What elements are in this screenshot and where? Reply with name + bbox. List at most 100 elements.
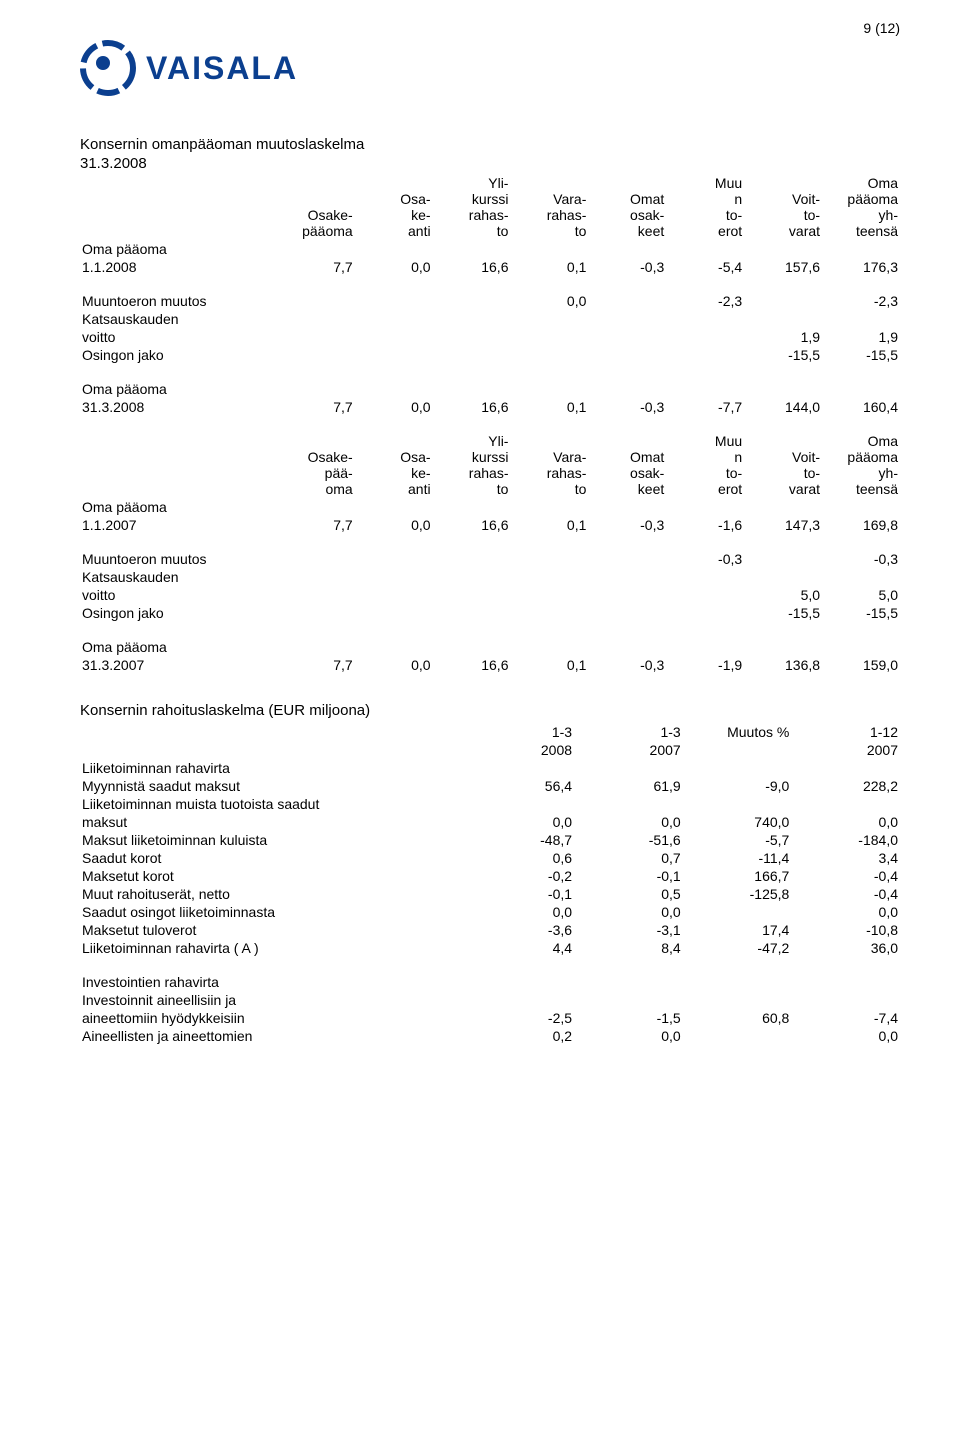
- cell: 0,6: [465, 849, 574, 867]
- row-label: aineettomiin hyödykkeisiin: [80, 1009, 465, 1027]
- cashflow-header-row: 2008 2007 2007: [80, 741, 900, 759]
- row-label: Muut rahoituserät, netto: [80, 885, 465, 903]
- col-header: [683, 741, 792, 759]
- cell: 8,4: [574, 939, 683, 957]
- cell: -48,7: [465, 831, 574, 849]
- table-row: Liiketoiminnan muista tuotoista saadut: [80, 795, 900, 813]
- col-header: Voit-to-varat: [744, 174, 822, 240]
- cell: 740,0: [683, 813, 792, 831]
- cell: 0,2: [465, 1027, 574, 1045]
- cashflow-title: Konsernin rahoituslaskelma (EUR miljoona…: [80, 702, 900, 719]
- equity-table-b: Osake-pää-oma Osa-ke-anti Yli-kurssiraha…: [80, 432, 900, 674]
- table-row: Maksetut tuloverot-3,6-3,117,4-10,8: [80, 921, 900, 939]
- equity-header-row: Osake-pää-oma Osa-ke-anti Yli-kurssiraha…: [80, 432, 900, 498]
- cell: [574, 795, 683, 813]
- table-row: Liiketoiminnan rahavirta ( A )4,48,4-47,…: [80, 939, 900, 957]
- cell: 228,2: [791, 777, 900, 795]
- table-row: aineettomiin hyödykkeisiin-2,5-1,560,8-7…: [80, 1009, 900, 1027]
- table-row: Muut rahoituserät, netto-0,10,5-125,8-0,…: [80, 885, 900, 903]
- col-header: 2007: [791, 741, 900, 759]
- cell: -0,4: [791, 867, 900, 885]
- table-row: maksut0,00,0740,00,0: [80, 813, 900, 831]
- col-header: Osa-ke-anti: [355, 174, 433, 240]
- table-row: Saadut osingot liiketoiminnasta0,00,00,0: [80, 903, 900, 921]
- equity-row: Muuntoeron muutos -0,3-0,3: [80, 550, 900, 568]
- row-label: voitto: [80, 586, 277, 604]
- row-label: Liiketoiminnan muista tuotoista saadut: [80, 795, 465, 813]
- cell: -3,1: [574, 921, 683, 939]
- cell: [683, 903, 792, 921]
- row-label: Oma pääoma: [80, 240, 277, 258]
- cell: 17,4: [683, 921, 792, 939]
- col-header: Muutos %: [683, 723, 792, 741]
- row-label: Osingon jako: [80, 346, 277, 364]
- col-header: Vara-rahas-to: [510, 174, 588, 240]
- cell: 166,7: [683, 867, 792, 885]
- row-label: Investointien rahavirta: [80, 973, 465, 991]
- equity-row: 31.3.2007 7,70,016,60,1-0,3-1,9136,8159,…: [80, 656, 900, 674]
- cell: 60,8: [683, 1009, 792, 1027]
- cell: -125,8: [683, 885, 792, 903]
- row-label: Katsauskauden: [80, 310, 277, 328]
- table-row: Myynnistä saadut maksut56,461,9-9,0228,2: [80, 777, 900, 795]
- col-header: 1-12: [791, 723, 900, 741]
- row-label: Osingon jako: [80, 604, 277, 622]
- table-row: Maksut liiketoiminnan kuluista-48,7-51,6…: [80, 831, 900, 849]
- equity-row: Osingon jako -15,5-15,5: [80, 604, 900, 622]
- equity-row: voitto 1,91,9: [80, 328, 900, 346]
- cell: 0,0: [465, 813, 574, 831]
- row-label: voitto: [80, 328, 277, 346]
- row-label: Maksut liiketoiminnan kuluista: [80, 831, 465, 849]
- row-label: Saadut osingot liiketoiminnasta: [80, 903, 465, 921]
- cell: -0,1: [465, 885, 574, 903]
- row-label: Maksetut korot: [80, 867, 465, 885]
- cell: -0,2: [465, 867, 574, 885]
- cell: [465, 991, 574, 1009]
- equity-header-row: Osake-pääoma Osa-ke-anti Yli-kurssirahas…: [80, 174, 900, 240]
- row-label: maksut: [80, 813, 465, 831]
- section-date: 31.3.2008: [80, 155, 900, 172]
- row-label: Liiketoiminnan rahavirta ( A ): [80, 939, 465, 957]
- row-label: Oma pääoma: [80, 380, 277, 398]
- col-header: Yli-kurssirahas-to: [433, 432, 511, 498]
- cell: -184,0: [791, 831, 900, 849]
- cell: -10,8: [791, 921, 900, 939]
- row-label: Muuntoeron muutos: [80, 550, 277, 568]
- equity-row: 1.1.2008 7,70,016,60,1-0,3-5,4157,6176,3: [80, 258, 900, 276]
- cell: -7,4: [791, 1009, 900, 1027]
- row-label: Maksetut tuloverot: [80, 921, 465, 939]
- cell: 4,4: [465, 939, 574, 957]
- cell: [574, 991, 683, 1009]
- row-label: Oma pääoma: [80, 638, 277, 656]
- col-header: Omatosak-keet: [588, 174, 666, 240]
- cell: [465, 759, 574, 777]
- cell: -11,4: [683, 849, 792, 867]
- equity-row: 1.1.2007 7,70,016,60,1-0,3-1,6147,3169,8: [80, 516, 900, 534]
- cell: -1,5: [574, 1009, 683, 1027]
- vaisala-logo-icon: [80, 40, 136, 96]
- row-label: Aineellisten ja aineettomien: [80, 1027, 465, 1045]
- cashflow-header-row: 1-3 1-3 Muutos % 1-12: [80, 723, 900, 741]
- col-header: Osake-pää-oma: [277, 432, 355, 498]
- row-label: 31.3.2007: [80, 656, 277, 674]
- col-header: 1-3: [465, 723, 574, 741]
- cell: 0,5: [574, 885, 683, 903]
- row-label: 1.1.2007: [80, 516, 277, 534]
- row-label: Investoinnit aineellisiin ja: [80, 991, 465, 1009]
- row-label: Myynnistä saadut maksut: [80, 777, 465, 795]
- col-header: Osake-pääoma: [277, 174, 355, 240]
- cell: -3,6: [465, 921, 574, 939]
- cell: [683, 991, 792, 1009]
- cell: 0,0: [574, 813, 683, 831]
- cell: [574, 759, 683, 777]
- cell: [683, 1027, 792, 1045]
- cell: [465, 973, 574, 991]
- cell: 0,0: [574, 903, 683, 921]
- row-label: 1.1.2008: [80, 258, 277, 276]
- cell: -51,6: [574, 831, 683, 849]
- cell: 0,7: [574, 849, 683, 867]
- cell: -0,1: [574, 867, 683, 885]
- cell: 36,0: [791, 939, 900, 957]
- table-row: Saadut korot0,60,7-11,43,4: [80, 849, 900, 867]
- cell: [683, 973, 792, 991]
